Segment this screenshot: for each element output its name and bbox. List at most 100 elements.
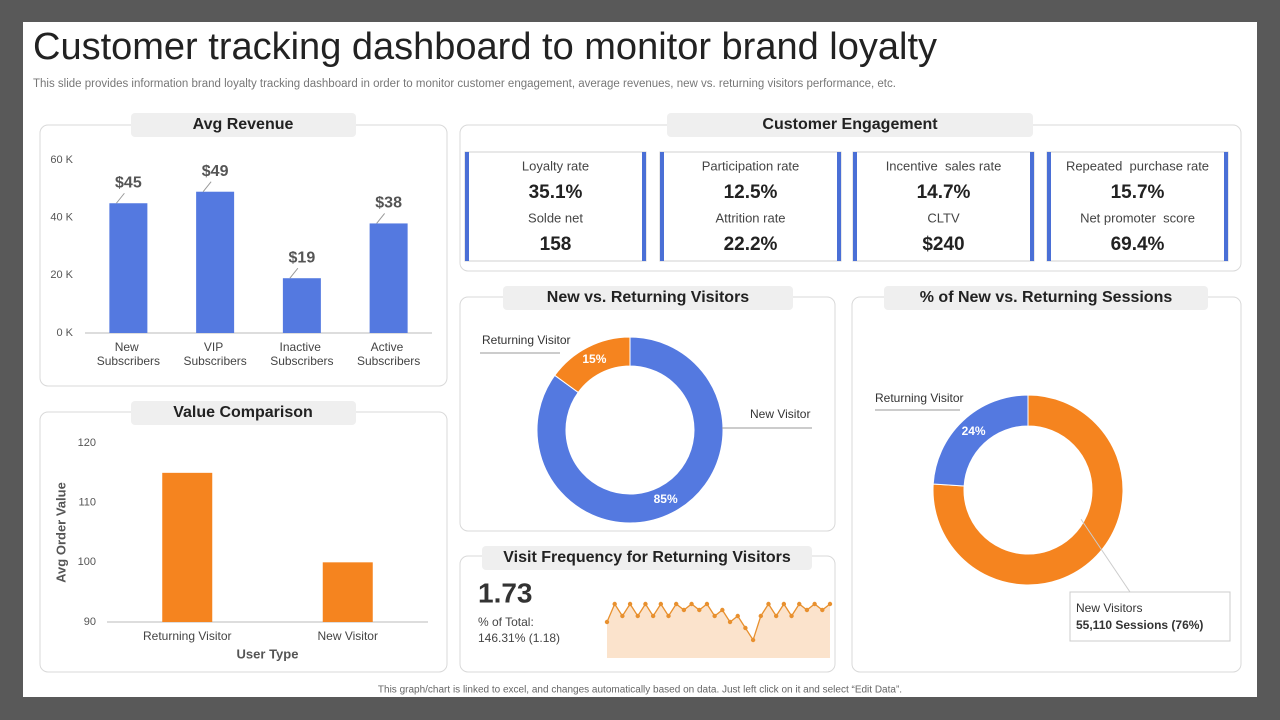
y-tick-label: 100 <box>78 556 96 568</box>
point <box>620 613 625 619</box>
y-tick-label: 40 K <box>50 212 73 224</box>
point <box>627 601 633 607</box>
kpi-value: 14.7% <box>917 182 971 203</box>
point <box>704 601 710 607</box>
point <box>604 619 610 625</box>
bar <box>322 562 373 622</box>
bar <box>109 203 148 333</box>
title: Customer tracking dashboard to monitor b… <box>33 26 937 68</box>
data-label: $38 <box>375 195 402 212</box>
point <box>635 613 640 619</box>
panel-header <box>884 286 1208 310</box>
panel-header <box>667 113 1033 137</box>
kpi-value: 15.7% <box>1111 182 1165 203</box>
kpi-label: Solde net <box>528 210 583 225</box>
point <box>789 613 794 619</box>
point <box>773 613 779 619</box>
y-axis-title: Avg Order Value <box>53 482 68 583</box>
point <box>674 601 679 607</box>
point <box>658 601 664 607</box>
point <box>735 613 740 619</box>
kpi-value: 158 <box>540 234 572 255</box>
callout-value: 55,110 Sessions (76%) <box>1076 618 1203 632</box>
kpi-label: Attrition rate <box>715 210 785 225</box>
data-label: 85% <box>654 492 678 506</box>
point <box>643 601 648 607</box>
data-label: $45 <box>115 174 142 191</box>
kpi-card <box>464 151 647 262</box>
card-edge <box>465 152 469 261</box>
x-tick-label: New Visitor <box>318 629 378 643</box>
data-label: $19 <box>289 249 316 266</box>
point <box>689 601 694 607</box>
point <box>743 625 748 631</box>
panel-header <box>482 546 812 570</box>
point <box>812 601 817 607</box>
point <box>827 601 833 607</box>
point <box>820 607 825 613</box>
kpi-value: $240 <box>922 234 964 255</box>
bar <box>162 472 213 622</box>
donut-slice <box>554 336 631 394</box>
card-edge <box>1224 152 1228 261</box>
y-tick-label: 110 <box>78 497 96 509</box>
panel-header <box>131 113 356 137</box>
x-tick-label: New Subscribers <box>97 340 160 368</box>
x-axis-title: User Type <box>237 646 299 661</box>
big-number: 1.73 <box>478 577 533 608</box>
panel-title: Customer Engagement <box>762 116 938 133</box>
y-tick-label: 20 K <box>50 269 73 281</box>
panel-title: Avg Revenue <box>193 116 294 133</box>
card-edge <box>660 152 664 261</box>
data-label: $49 <box>202 163 229 180</box>
point <box>781 601 787 607</box>
leader-line <box>376 213 386 224</box>
x-tick-label: VIP Subscribers <box>183 340 246 368</box>
y-tick-label: 120 <box>78 437 96 449</box>
leader-line <box>289 267 299 279</box>
point <box>750 637 756 643</box>
category-label: Returning Visitor <box>482 333 571 347</box>
panel-title: Value Comparison <box>173 404 313 421</box>
leader-line <box>202 181 212 193</box>
callout-label: New Visitors <box>1076 601 1142 615</box>
footer: This graph/chart is linked to excel, and… <box>378 685 902 696</box>
card-edge <box>837 152 841 261</box>
point <box>612 601 617 607</box>
data-label: 15% <box>582 352 606 366</box>
panel-title: % of New vs. Returning Sessions <box>920 289 1173 306</box>
x-tick-label: Active Subscribers <box>357 340 420 368</box>
kpi-label: Repeated purchase rate <box>1066 158 1209 173</box>
category-label: New Visitor <box>750 407 810 421</box>
card-edge <box>1047 152 1051 261</box>
subtitle: This slide provides information brand lo… <box>33 78 896 90</box>
point <box>681 607 687 613</box>
leader-line <box>115 192 125 204</box>
kpi-value: 69.4% <box>1111 234 1165 255</box>
point <box>697 607 702 613</box>
bar <box>196 191 235 333</box>
point <box>666 613 671 619</box>
kpi-label: Participation rate <box>702 158 800 173</box>
point <box>650 613 656 619</box>
panel-title: Visit Frequency for Returning Visitors <box>503 549 791 566</box>
point <box>712 613 717 619</box>
panel-header <box>131 401 356 425</box>
donut-slice <box>932 394 1029 487</box>
point <box>804 607 810 613</box>
kpi-card <box>1046 151 1229 262</box>
point <box>727 619 733 625</box>
callout-box <box>1069 591 1231 642</box>
panel <box>39 411 448 673</box>
bar <box>369 223 408 333</box>
point <box>758 613 763 619</box>
kpi-card <box>852 151 1035 262</box>
y-tick-label: 60 K <box>50 154 73 166</box>
kpi-label: CLTV <box>927 210 960 225</box>
y-tick-label: 90 <box>84 616 96 628</box>
donut-slice <box>536 336 724 524</box>
kpi-value: 12.5% <box>724 182 778 203</box>
donut-slice <box>932 394 1124 586</box>
